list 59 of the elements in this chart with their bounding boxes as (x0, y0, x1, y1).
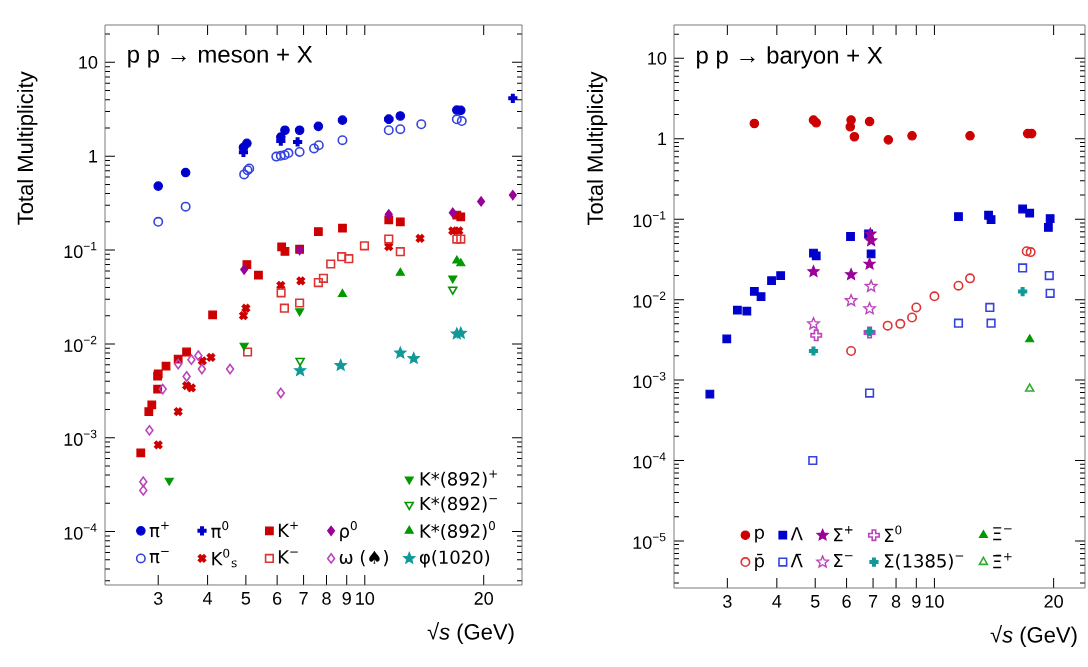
y-tick-label: 10$^{−1}$ (633, 211, 666, 228)
legend-label: Λ̄ (790, 553, 803, 568)
legend-label: K$^{−}$ (278, 550, 298, 564)
x-tick-label: 3 (153, 592, 163, 605)
x-tick-label: 20 (474, 592, 494, 605)
legend-label: Ξ̄$^{+}$ (993, 552, 1012, 569)
x-tick-label: 7 (868, 595, 878, 608)
y-tick-label: 10$^{−4}$ (633, 452, 666, 469)
legend-label: ω (♠) (339, 550, 388, 567)
x-tick-label: 6 (273, 592, 282, 605)
x-tick-label: 6 (842, 595, 851, 608)
legend-label: Λ (790, 527, 803, 541)
y-tick-label: 10$^{−5}$ (633, 532, 666, 549)
x-axis-title: √s (GeV) (427, 622, 514, 645)
legend-label: p̄ (755, 553, 765, 571)
text: p p → baryon + X (697, 46, 883, 69)
legend-label: Σ$^{+}$ (834, 526, 853, 542)
y-tick-label: 10$^{−3}$ (633, 371, 666, 389)
legend-label: K$^{+}$ (278, 521, 298, 537)
y-axis-title: Total Multiplicity (16, 71, 38, 225)
x-tick-label: 4 (772, 595, 782, 608)
y-tick-label: 10$^{−2}$ (64, 335, 97, 353)
y-tick-label: 1 (658, 132, 667, 145)
y-tick-label: 10$^{−2}$ (633, 291, 666, 308)
legend-label: K*(892)$^{+}$ (420, 470, 497, 488)
y-tick-label: 10$^{−4}$ (64, 523, 97, 540)
legend-label: Ξ$^{−}$ (993, 527, 1012, 541)
y-tick-label: 10$^{−1}$ (64, 242, 97, 259)
text: p p → meson + X (128, 46, 313, 68)
legend-label: Σ(1385)$^{−}$ (884, 553, 964, 570)
x-tick-label: 9 (912, 595, 921, 608)
legend-label: K*(892)$^{0}$ (420, 521, 495, 541)
y-tick-label: 10$^{−3}$ (64, 429, 97, 446)
x-tick-label: 3 (723, 595, 732, 608)
legend-label: ρ$^{0}$ (340, 521, 357, 542)
y-tick-label: 10 (648, 51, 667, 65)
legend-label: φ(1020) (419, 550, 490, 568)
x-tick-label: 9 (342, 592, 351, 605)
legend-label: π$^{+}$ (149, 521, 169, 538)
legend-label: p (755, 528, 765, 543)
legend-label: Σ$^{−}$ (834, 554, 853, 568)
x-tick-label: 10 (925, 595, 944, 608)
x-tick-label: 4 (202, 592, 213, 605)
legend-label: π$^{−}$ (149, 550, 169, 564)
y-tick-label: 10 (79, 55, 98, 69)
legend-label: Σ$^{0}$ (884, 525, 902, 542)
legend-label: K*(892)$^{−}$ (420, 496, 497, 513)
legend-label: π$^{0}$ (211, 521, 229, 538)
x-tick-label: 8 (322, 592, 331, 605)
y-axis-title: Total Multiplicity (586, 71, 608, 226)
y-tick-label: 1 (89, 150, 98, 163)
x-tick-label: 20 (1044, 595, 1063, 608)
x-axis-title: √s (GeV) (990, 625, 1077, 648)
legend-label: K$^{0}$s (212, 548, 237, 568)
x-tick-label: 10 (356, 592, 375, 605)
x-tick-label: 5 (810, 595, 820, 608)
x-tick-label: 5 (241, 592, 251, 605)
x-tick-label: 8 (891, 595, 901, 608)
x-tick-label: 7 (299, 592, 308, 605)
